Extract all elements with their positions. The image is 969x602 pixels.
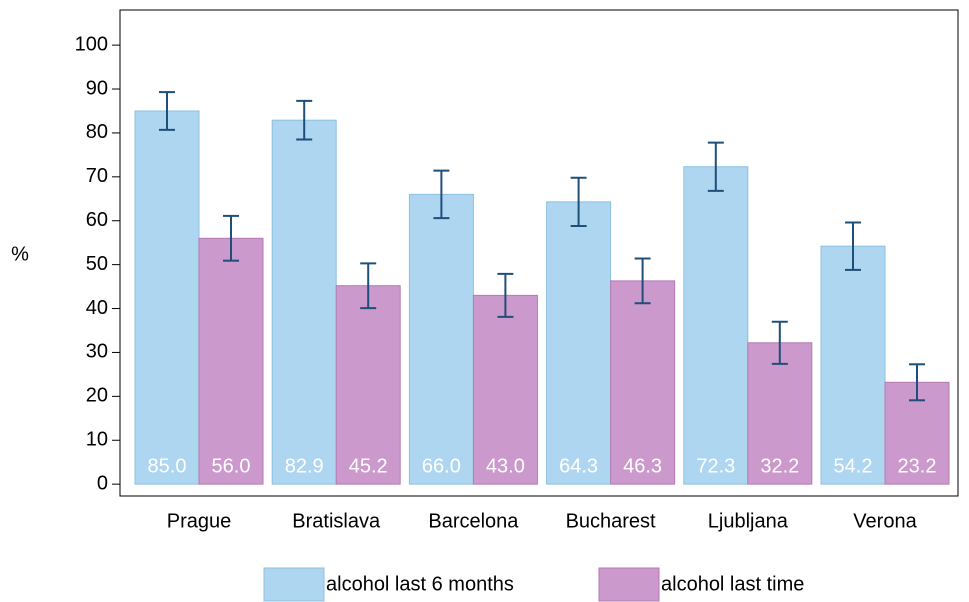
data-label: 46.3 (623, 455, 662, 477)
y-tick-label: 70 (86, 165, 108, 187)
y-tick-label: 10 (86, 429, 108, 451)
data-label: 43.0 (486, 455, 525, 477)
data-label: 54.2 (834, 455, 873, 477)
bar (747, 342, 813, 485)
plot-frame (119, 9, 959, 497)
data-label: 64.3 (559, 455, 598, 477)
data-label: 56.0 (212, 455, 251, 477)
x-tick-label: Bratislava (292, 510, 381, 532)
y-tick-label: 80 (86, 121, 108, 143)
bar (610, 280, 676, 485)
bar (271, 119, 337, 485)
bar (546, 201, 612, 485)
bar (820, 245, 886, 485)
y-tick-label: 40 (86, 297, 108, 319)
y-tick-label: 90 (86, 77, 108, 99)
data-label: 66.0 (422, 455, 461, 477)
y-axis-label: % (11, 243, 29, 265)
legend-label: alcohol last time (661, 573, 804, 595)
x-tick-label: Ljubljana (708, 510, 789, 532)
x-tick-label: Barcelona (428, 510, 519, 532)
y-tick-label: 30 (86, 341, 108, 363)
y-tick-label: 100 (75, 33, 108, 55)
y-tick-label: 60 (86, 209, 108, 231)
x-tick-label: Bucharest (566, 510, 656, 532)
bar (408, 193, 474, 485)
data-label: 72.3 (696, 455, 735, 477)
y-tick-label: 20 (86, 385, 108, 407)
bar (472, 294, 538, 485)
legend-swatch (598, 567, 660, 602)
data-label: 82.9 (285, 455, 324, 477)
bar (335, 285, 401, 485)
legend-swatch (263, 567, 325, 602)
bar (683, 166, 749, 485)
data-label: 32.2 (760, 455, 799, 477)
y-tick-label: 0 (97, 472, 108, 494)
bar (198, 237, 264, 485)
data-label: 85.0 (148, 455, 187, 477)
bar (134, 110, 200, 485)
y-tick-label: 50 (86, 253, 108, 275)
legend-label: alcohol last 6 months (326, 573, 514, 595)
data-label: 45.2 (349, 455, 388, 477)
x-tick-label: Prague (167, 510, 232, 532)
x-tick-label: Verona (853, 510, 917, 532)
data-label: 23.2 (898, 455, 937, 477)
